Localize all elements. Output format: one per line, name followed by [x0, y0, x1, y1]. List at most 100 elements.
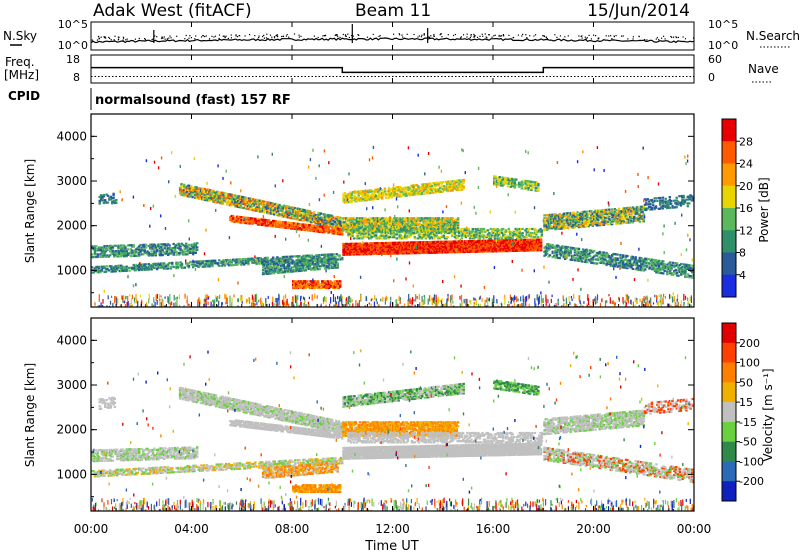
- power-scatter-cell: [369, 250, 373, 253]
- power-scatter-cell: [314, 263, 317, 266]
- power-scatter-cell: [335, 218, 338, 221]
- power-scatter-cell: [369, 221, 373, 224]
- power-scatter-cell: [261, 209, 265, 212]
- power-scatter-cell: [175, 253, 178, 256]
- power-scatter-cell: [441, 230, 445, 233]
- power-scatter-cell: [205, 260, 209, 263]
- power-scatter-cell: [220, 200, 223, 204]
- nsearch-point: [213, 36, 215, 38]
- nsearch-point: [249, 34, 251, 36]
- nsearch-point: [298, 36, 300, 38]
- power-scatter-cell: [270, 204, 273, 207]
- power-scatter-cell: [369, 230, 373, 233]
- power-scatter-cell: [412, 192, 416, 195]
- power-scatter-cell: [526, 248, 529, 251]
- power-scatter-cell: [419, 241, 422, 244]
- power-scatter-cell: [520, 242, 523, 246]
- power-scatter-cell: [390, 248, 393, 251]
- power-scatter-cell: [158, 254, 162, 257]
- power-scatter-cell: [155, 250, 159, 253]
- power-scatter-cell: [261, 207, 265, 210]
- power-scatter-cell: [376, 197, 380, 200]
- power-scatter-cell: [297, 284, 300, 287]
- power-scatter-cell: [238, 203, 241, 206]
- power-scatter-cell: [305, 282, 309, 286]
- power-scatter-cell: [419, 186, 422, 189]
- power-scatter-cell: [371, 230, 374, 233]
- power-scatter-cell: [432, 244, 435, 248]
- power-scatter-cell: [510, 247, 514, 250]
- nsearch-point: [421, 34, 423, 36]
- power-scatter-cell: [390, 193, 393, 196]
- power-scatter-cell: [405, 226, 409, 229]
- power-scatter-cell: [308, 280, 311, 283]
- power-scatter-cell: [236, 258, 239, 261]
- power-scatter-cell: [193, 264, 196, 267]
- power-scatter-cell: [235, 204, 238, 207]
- power-scatter-cell: [505, 249, 508, 253]
- power-scatter-cell: [410, 250, 413, 253]
- power-scatter-cell: [361, 247, 364, 250]
- power-scatter-cell: [210, 190, 214, 193]
- power-scatter-cell: [221, 202, 225, 205]
- power-scatter-cell: [155, 248, 159, 251]
- power-scatter-cell: [188, 195, 191, 198]
- power-scatter-cell: [289, 269, 292, 272]
- power-scatter-cell: [488, 239, 492, 242]
- power-scatter-cell: [440, 250, 443, 253]
- power-scatter-cell: [181, 192, 185, 195]
- power-scatter-cell: [281, 207, 284, 210]
- power-scatter-cell: [209, 198, 212, 201]
- power-scatter-cell: [396, 194, 399, 197]
- power-scatter-cell: [269, 223, 272, 226]
- power-scatter-cell: [488, 242, 492, 245]
- power-scatter-cell: [539, 238, 543, 241]
- power-scatter-cell: [390, 226, 393, 229]
- power-scatter-cell: [378, 192, 381, 195]
- power-scatter-cell: [120, 249, 123, 252]
- power-scatter-cell: [521, 240, 525, 243]
- power-scatter-cell: [291, 222, 294, 225]
- power-scatter-cell: [429, 222, 432, 225]
- power-scatter-cell: [280, 224, 283, 227]
- power-scatter-cell: [330, 216, 334, 219]
- power-scatter-cell: [300, 264, 303, 267]
- power-scatter-cell: [258, 262, 261, 265]
- power-scatter-cell: [387, 226, 391, 229]
- power-scatter-cell: [405, 252, 409, 255]
- power-scatter-cell: [418, 187, 421, 190]
- power-scatter-cell: [414, 252, 417, 255]
- power-scatter-cell: [456, 227, 460, 231]
- power-scatter-cell: [392, 241, 395, 244]
- power-scatter-cell: [338, 233, 341, 236]
- power-scatter-cell: [430, 190, 434, 193]
- power-scatter-cell: [323, 231, 326, 234]
- power-scatter-cell: [300, 208, 303, 211]
- power-scatter-cell: [299, 218, 302, 221]
- power-scatter-cell: [523, 246, 526, 250]
- power-scatter-cell: [430, 242, 434, 245]
- power-scatter-cell: [224, 200, 227, 203]
- power-scatter-cell: [262, 259, 265, 262]
- power-scatter-cell: [425, 217, 428, 220]
- power-scatter-cell: [339, 284, 342, 287]
- power-scatter-cell: [389, 218, 392, 221]
- power-scatter-cell: [357, 245, 360, 248]
- power-scatter-cell: [200, 260, 203, 263]
- power-scatter-cell: [328, 259, 331, 262]
- power-scatter-cell: [249, 217, 253, 220]
- power-scatter-cell: [278, 220, 282, 223]
- power-scatter-cell: [315, 261, 319, 264]
- power-scatter-cell: [363, 199, 366, 202]
- power-scatter-cell: [445, 249, 449, 253]
- power-scatter-cell: [430, 243, 434, 246]
- power-scatter-cell: [411, 217, 414, 220]
- power-scatter-cell: [421, 219, 424, 223]
- power-scatter-cell: [304, 266, 308, 269]
- power-data-layer: [91, 145, 694, 307]
- power-scatter-cell: [444, 218, 447, 221]
- power-scatter-cell: [429, 240, 432, 244]
- power-scatter-cell: [144, 251, 148, 254]
- power-scatter-cell: [394, 252, 398, 255]
